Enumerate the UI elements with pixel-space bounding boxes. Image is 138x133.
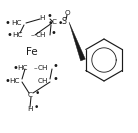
Text: HC: HC bbox=[11, 20, 22, 26]
Text: •: • bbox=[35, 88, 40, 97]
Text: •: • bbox=[48, 18, 53, 28]
Text: •: • bbox=[50, 28, 56, 38]
Text: •: • bbox=[47, 11, 53, 21]
Text: C: C bbox=[28, 92, 33, 98]
Text: Fe: Fe bbox=[26, 47, 38, 57]
Text: CH: CH bbox=[38, 78, 48, 84]
Text: O: O bbox=[65, 10, 71, 16]
Text: •: • bbox=[34, 103, 39, 113]
Text: CH: CH bbox=[36, 32, 47, 38]
Text: C: C bbox=[52, 19, 57, 25]
Text: H: H bbox=[39, 15, 44, 21]
Text: HC: HC bbox=[17, 65, 27, 71]
Text: HC: HC bbox=[12, 32, 22, 38]
Text: •: • bbox=[53, 61, 59, 71]
Text: CH: CH bbox=[38, 65, 48, 71]
Text: •: • bbox=[7, 30, 13, 40]
Text: –: – bbox=[34, 65, 38, 71]
Text: •: • bbox=[5, 18, 11, 28]
Polygon shape bbox=[69, 22, 85, 61]
Text: •: • bbox=[12, 63, 18, 73]
Text: H: H bbox=[27, 106, 33, 112]
Text: S: S bbox=[61, 18, 66, 26]
Text: HC: HC bbox=[9, 78, 19, 84]
Text: –: – bbox=[31, 32, 35, 38]
Text: •: • bbox=[53, 74, 59, 84]
Text: •: • bbox=[4, 76, 10, 86]
Text: •: • bbox=[58, 18, 63, 28]
